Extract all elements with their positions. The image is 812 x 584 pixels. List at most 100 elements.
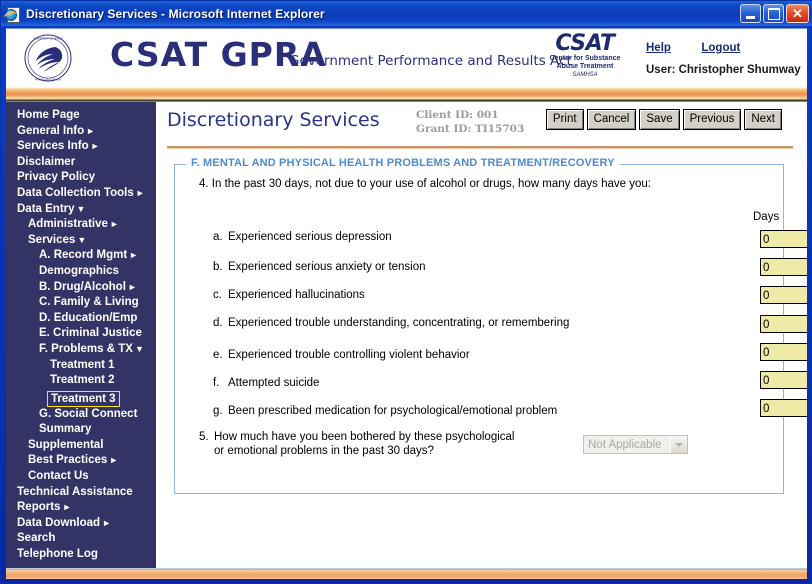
sidebar-item-administrative[interactable]: Administrative ► — [6, 217, 156, 233]
question-4-row-letter: e. — [213, 349, 223, 361]
sidebar-item-demographics[interactable]: Demographics — [6, 264, 156, 280]
sidebar-item-c-family-living[interactable]: C. Family & Living — [6, 295, 156, 311]
sidebar-item-search[interactable]: Search — [6, 531, 156, 547]
logout-link[interactable]: Logout — [701, 42, 741, 54]
question-5-line1: How much have you been bothered by these… — [214, 431, 515, 443]
main-toolbar: Discretionary Services Client ID: 001 Gr… — [156, 102, 807, 146]
svg-text:HUMAN SERVICES USA: HUMAN SERVICES USA — [35, 79, 61, 82]
browser-content: DEPARTMENT OF HEALTH HUMAN SERVICES USA … — [6, 28, 807, 579]
sidebar-item-disclaimer[interactable]: Disclaimer — [6, 155, 156, 171]
sidebar-item-treatment-2[interactable]: Treatment 2 — [6, 373, 156, 389]
question-4-row-label: e. Experienced trouble controlling violen… — [213, 349, 470, 363]
close-button[interactable]: ✕ — [786, 4, 809, 23]
question-4-row-label: d. Experienced trouble understanding, con… — [213, 317, 569, 331]
sidebar-item-label: Contact Us — [28, 470, 89, 483]
question-5-select[interactable]: Not Applicable — [583, 435, 688, 454]
sidebar-item-e-criminal-justice[interactable]: E. Criminal Justice — [6, 326, 156, 342]
sidebar-item-privacy-policy[interactable]: Privacy Policy — [6, 170, 156, 186]
sidebar-item-treatment-3[interactable]: Treatment 3 — [47, 390, 120, 407]
minimize-button[interactable] — [740, 4, 761, 23]
ie-page-icon — [3, 6, 21, 23]
question-4-row-label: c. Experienced hallucinations — [213, 289, 365, 303]
column-header-days: Days — [753, 211, 780, 223]
sidebar-item-services-info[interactable]: Services Info ► — [6, 139, 156, 155]
window-title-bar: Discretionary Services - Microsoft Inter… — [1, 1, 812, 26]
question-4-row-label: b. Experienced serious anxiety or tension — [213, 261, 426, 275]
sidebar-item-d-education-emp[interactable]: D. Education/Emp — [6, 311, 156, 327]
sidebar-item-technical-assistance[interactable]: Technical Assistance — [6, 485, 156, 501]
sidebar-item-label: Technical Assistance — [17, 485, 133, 498]
help-link[interactable]: Help — [646, 42, 671, 54]
sidebar-item-label: Data Entry — [17, 202, 75, 215]
days-input[interactable] — [760, 343, 807, 361]
days-input[interactable] — [760, 315, 807, 333]
days-input[interactable] — [760, 286, 807, 304]
sidebar-item-services[interactable]: Services ▼ — [6, 233, 156, 249]
days-input[interactable] — [760, 399, 807, 417]
next-button[interactable]: Next — [744, 109, 782, 130]
sidebar-item-telephone-log[interactable]: Telephone Log — [6, 547, 156, 563]
sidebar-item-label: Demographics — [39, 264, 119, 277]
print-button[interactable]: Print — [545, 109, 584, 130]
sidebar-item-data-collection-tools[interactable]: Data Collection Tools ► — [6, 186, 156, 202]
question-4-row-label: f. Attempted suicide — [213, 377, 319, 391]
sidebar-item-label: G. Social Connect — [39, 407, 138, 420]
sidebar-item-label: Data Download — [17, 516, 101, 529]
days-input[interactable] — [760, 230, 807, 248]
sidebar-item-data-download[interactable]: Data Download ► — [6, 516, 156, 532]
question-4-row-letter: g. — [213, 405, 223, 417]
sidebar-item-general-info[interactable]: General Info ► — [6, 124, 156, 140]
chevron-right-icon: ► — [129, 250, 139, 261]
question-4-prompt: 4. In the past 30 days, not due to your … — [199, 178, 651, 190]
sidebar-item-supplemental[interactable]: Supplemental — [6, 438, 156, 454]
sidebar-item-treatment-1[interactable]: Treatment 1 — [6, 358, 156, 374]
sidebar-nav: Home Page General Info ► Services Info ► Disc… — [6, 102, 156, 579]
previous-button[interactable]: Previous — [682, 109, 742, 130]
chevron-right-icon: ► — [86, 125, 96, 136]
chevron-right-icon: ► — [90, 141, 100, 152]
sidebar-item-label: E. Criminal Justice — [39, 327, 142, 340]
header-gradient-rule — [6, 87, 807, 102]
sidebar-item-f-problems-tx[interactable]: F. Problems & TX ▼ — [6, 342, 156, 358]
sidebar-item-label: Administrative — [28, 218, 108, 231]
chevron-right-icon: ► — [102, 517, 111, 528]
chevron-right-icon: ► — [135, 187, 145, 198]
chevron-down-icon: ▼ — [77, 234, 87, 245]
sidebar-item-home-page[interactable]: Home Page — [6, 108, 156, 124]
question-4-row-letter: d. — [213, 317, 223, 329]
question-4-row-text: Experienced serious anxiety or tension — [228, 261, 426, 273]
sidebar-item-label: Treatment 3 — [51, 392, 116, 405]
sidebar-item-summary[interactable]: Summary — [6, 422, 156, 438]
sidebar-item-g-social-connect[interactable]: G. Social Connect — [6, 407, 156, 423]
sidebar-item-b-drug-alcohol[interactable]: B. Drug/Alcohol ► — [6, 280, 156, 296]
maximize-button[interactable] — [763, 4, 784, 23]
record-identifiers: Client ID: 001 Grant ID: TI15703 — [416, 108, 524, 136]
sidebar-item-data-entry[interactable]: Data Entry ▼ — [6, 202, 156, 218]
sidebar-item-label: General Info — [17, 124, 85, 137]
footer-gradient-bar — [6, 568, 807, 579]
days-input[interactable] — [760, 371, 807, 389]
section-f-legend: F. MENTAL AND PHYSICAL HEALTH PROBLEMS A… — [186, 157, 620, 169]
chevron-right-icon: ► — [62, 502, 72, 513]
question-4-row-label: a. Experienced serious depression — [213, 231, 392, 245]
action-buttons: Print Cancel Save Previous Next — [545, 109, 782, 130]
save-button[interactable]: Save — [639, 109, 680, 130]
sidebar-item-label: Telephone Log — [17, 548, 98, 561]
sidebar-item-label: Services Info — [17, 140, 89, 153]
sidebar-item-a-record-mgmt[interactable]: A. Record Mgmt ► — [6, 248, 156, 264]
chevron-right-icon: ► — [127, 281, 137, 292]
days-input[interactable] — [760, 258, 807, 276]
sidebar-item-contact-us[interactable]: Contact Us — [6, 469, 156, 485]
sidebar-item-best-practices[interactable]: Best Practices ► — [6, 453, 156, 469]
title-divider — [167, 146, 793, 149]
cancel-button[interactable]: Cancel — [586, 109, 637, 130]
chevron-down-icon[interactable] — [670, 436, 687, 453]
question-4-number: 4. — [199, 178, 209, 190]
section-f-fieldset: F. MENTAL AND PHYSICAL HEALTH PROBLEMS A… — [174, 157, 807, 494]
question-4-row-letter: c. — [213, 289, 222, 301]
header-links: Help Logout — [646, 38, 766, 56]
csat-logo-line3: SAMHSA — [572, 72, 598, 78]
sidebar-item-reports[interactable]: Reports ► — [6, 500, 156, 516]
window-title: Discretionary Services - Microsoft Inter… — [26, 6, 325, 21]
sidebar-item-label: Home Page — [17, 109, 80, 121]
